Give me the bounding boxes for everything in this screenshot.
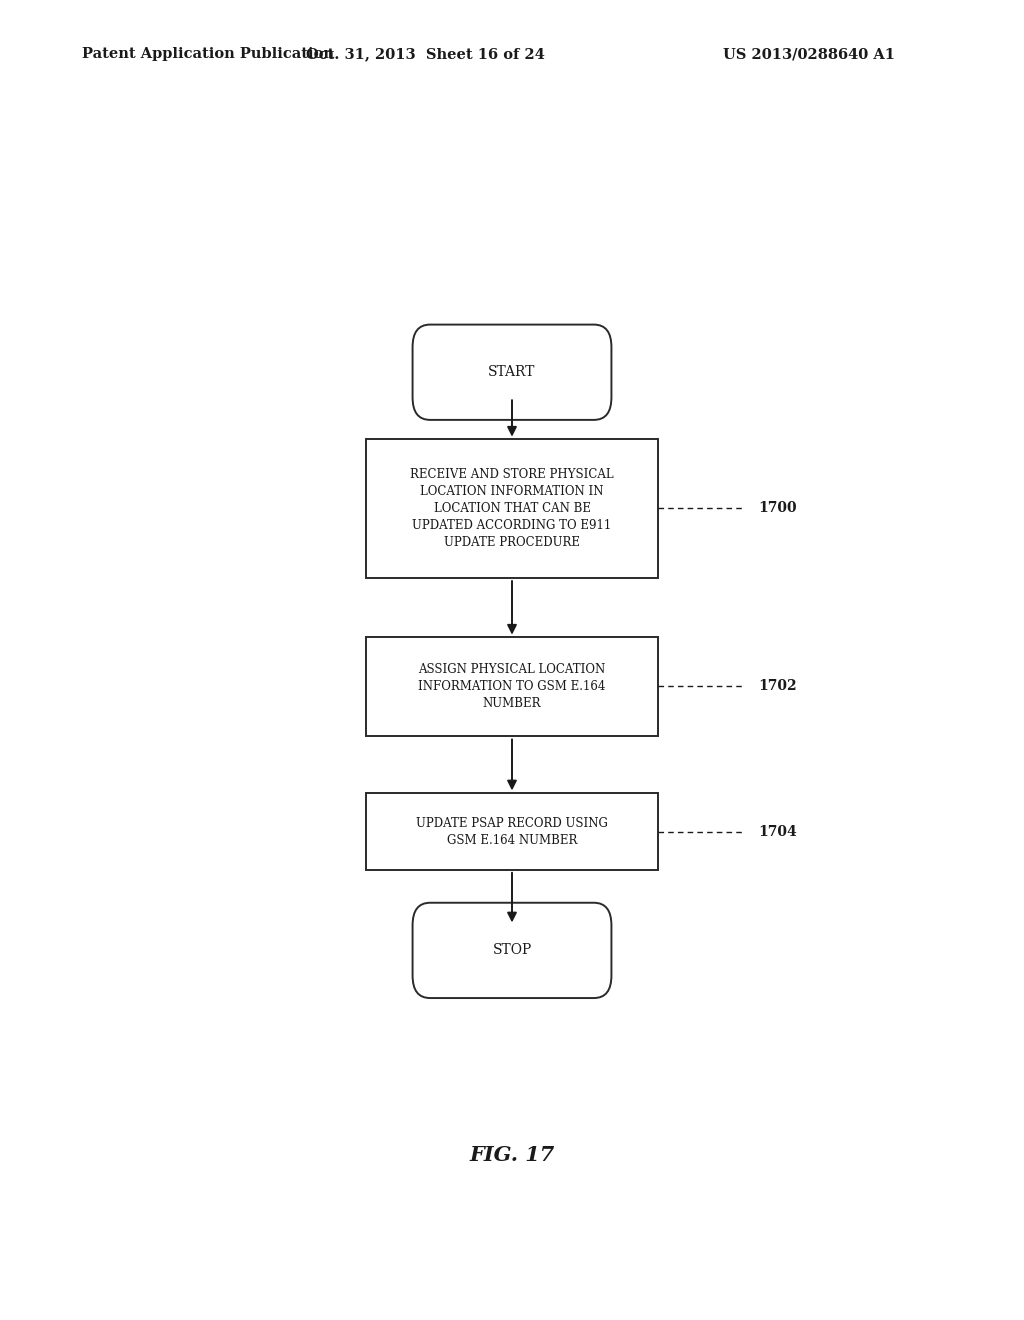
Text: RECEIVE AND STORE PHYSICAL
LOCATION INFORMATION IN
LOCATION THAT CAN BE
UPDATED : RECEIVE AND STORE PHYSICAL LOCATION INFO… (411, 467, 613, 549)
FancyBboxPatch shape (413, 903, 611, 998)
Text: Oct. 31, 2013  Sheet 16 of 24: Oct. 31, 2013 Sheet 16 of 24 (305, 48, 545, 61)
Text: 1704: 1704 (758, 825, 797, 838)
Text: START: START (488, 366, 536, 379)
Text: ASSIGN PHYSICAL LOCATION
INFORMATION TO GSM E.164
NUMBER: ASSIGN PHYSICAL LOCATION INFORMATION TO … (419, 663, 605, 710)
Text: FIG. 17: FIG. 17 (469, 1144, 555, 1166)
Text: US 2013/0288640 A1: US 2013/0288640 A1 (723, 48, 895, 61)
FancyBboxPatch shape (413, 325, 611, 420)
Text: 1702: 1702 (758, 680, 797, 693)
Text: UPDATE PSAP RECORD USING
GSM E.164 NUMBER: UPDATE PSAP RECORD USING GSM E.164 NUMBE… (416, 817, 608, 846)
Text: 1700: 1700 (758, 502, 797, 515)
Text: Patent Application Publication: Patent Application Publication (82, 48, 334, 61)
Text: STOP: STOP (493, 944, 531, 957)
FancyBboxPatch shape (367, 793, 658, 870)
FancyBboxPatch shape (367, 438, 658, 578)
FancyBboxPatch shape (367, 638, 658, 737)
